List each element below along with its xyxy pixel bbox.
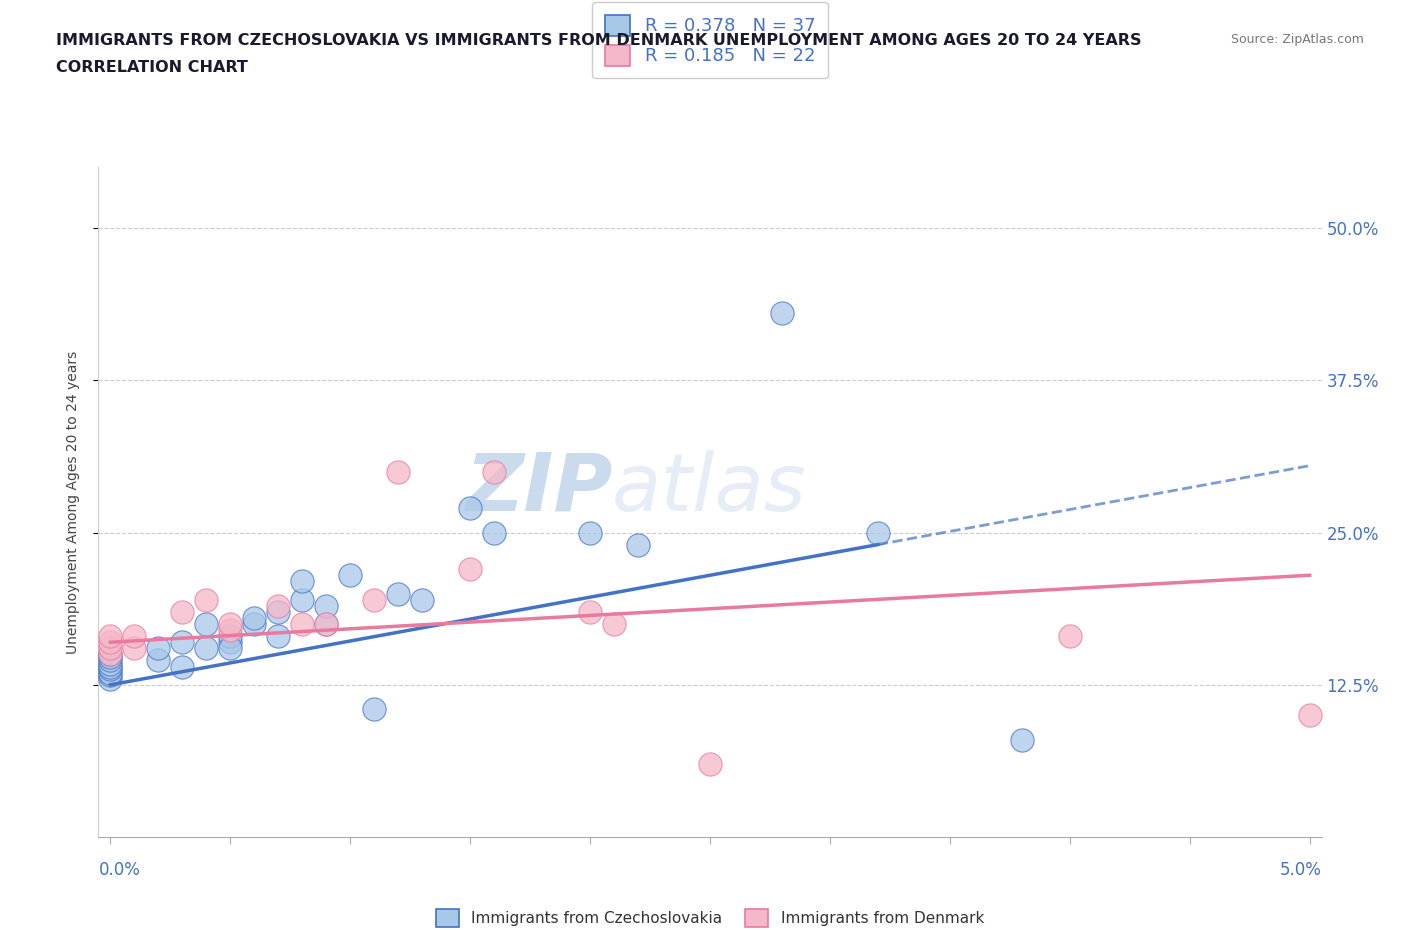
Point xyxy=(100,629,122,644)
Point xyxy=(100,659,122,674)
Point xyxy=(1059,629,1081,644)
Point xyxy=(100,668,122,683)
Point xyxy=(387,464,409,479)
Point xyxy=(267,604,290,619)
Point xyxy=(387,586,409,601)
Point xyxy=(124,629,146,644)
Point xyxy=(219,641,242,656)
Point xyxy=(458,501,481,516)
Point xyxy=(100,671,122,686)
Point xyxy=(627,538,650,552)
Point xyxy=(100,635,122,650)
Point xyxy=(219,635,242,650)
Point xyxy=(195,617,218,631)
Point xyxy=(579,604,602,619)
Point xyxy=(1298,708,1320,723)
Point xyxy=(315,617,337,631)
Point xyxy=(148,641,170,656)
Point xyxy=(100,647,122,662)
Text: CORRELATION CHART: CORRELATION CHART xyxy=(56,60,247,75)
Point xyxy=(219,622,242,637)
Point xyxy=(579,525,602,540)
Point xyxy=(291,574,314,589)
Point xyxy=(458,562,481,577)
Point xyxy=(219,629,242,644)
Point xyxy=(1011,732,1033,747)
Point xyxy=(866,525,889,540)
Point xyxy=(195,641,218,656)
Point xyxy=(411,592,433,607)
Point xyxy=(124,641,146,656)
Point xyxy=(243,617,266,631)
Point xyxy=(243,610,266,625)
Point xyxy=(339,568,361,583)
Point xyxy=(482,464,505,479)
Point xyxy=(172,604,194,619)
Text: 0.0%: 0.0% xyxy=(98,860,141,879)
Point xyxy=(172,635,194,650)
Point xyxy=(315,617,337,631)
Point xyxy=(770,306,793,321)
Text: 5.0%: 5.0% xyxy=(1279,860,1322,879)
Point xyxy=(699,756,721,771)
Text: Source: ZipAtlas.com: Source: ZipAtlas.com xyxy=(1230,33,1364,46)
Point xyxy=(291,592,314,607)
Point xyxy=(195,592,218,607)
Point xyxy=(315,598,337,613)
Point xyxy=(363,592,385,607)
Text: ZIP: ZIP xyxy=(465,450,612,528)
Legend: Immigrants from Czechoslovakia, Immigrants from Denmark: Immigrants from Czechoslovakia, Immigran… xyxy=(430,903,990,930)
Point xyxy=(267,598,290,613)
Point xyxy=(172,659,194,674)
Y-axis label: Unemployment Among Ages 20 to 24 years: Unemployment Among Ages 20 to 24 years xyxy=(66,351,80,654)
Point xyxy=(148,653,170,668)
Point xyxy=(291,617,314,631)
Point xyxy=(100,653,122,668)
Point xyxy=(100,661,122,676)
Point xyxy=(100,657,122,671)
Point xyxy=(267,629,290,644)
Point xyxy=(482,525,505,540)
Point xyxy=(100,649,122,664)
Text: atlas: atlas xyxy=(612,450,807,528)
Point xyxy=(219,617,242,631)
Point xyxy=(603,617,626,631)
Text: IMMIGRANTS FROM CZECHOSLOVAKIA VS IMMIGRANTS FROM DENMARK UNEMPLOYMENT AMONG AGE: IMMIGRANTS FROM CZECHOSLOVAKIA VS IMMIGR… xyxy=(56,33,1142,47)
Point xyxy=(363,702,385,717)
Point xyxy=(100,647,122,662)
Point xyxy=(100,665,122,680)
Point xyxy=(100,641,122,656)
